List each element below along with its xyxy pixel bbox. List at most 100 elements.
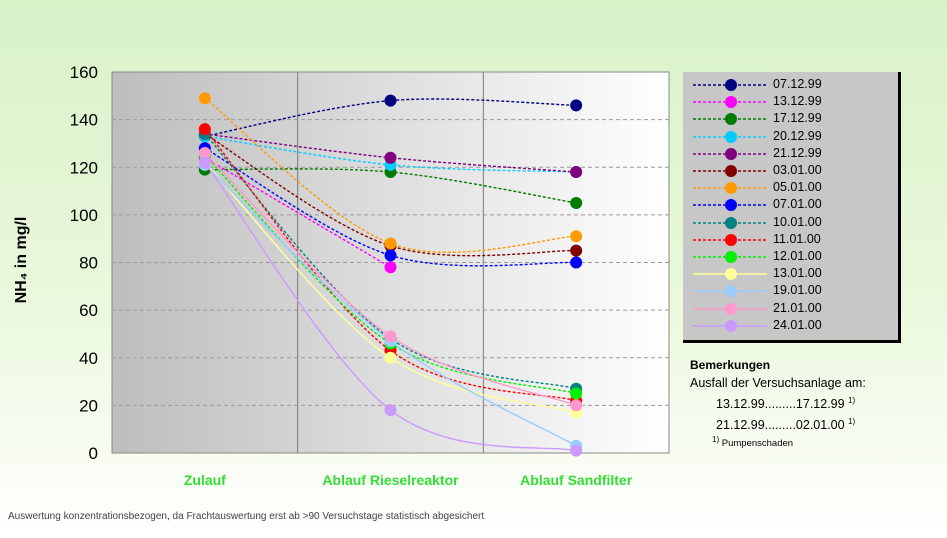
legend-label: 19.01.00: [773, 283, 822, 298]
footer-note: Auswertung konzentrationsbezogen, da Fra…: [8, 511, 485, 522]
series-line: [204, 98, 577, 137]
remarks-entry-2: 21.12.99.........02.01.00 1): [690, 417, 866, 432]
data-point: [570, 387, 583, 400]
remarks-entry-1: 13.12.99.........17.12.99 1): [690, 396, 866, 411]
legend-label: 13.01.00: [773, 266, 822, 281]
data-point: [570, 196, 583, 209]
legend-marker: [693, 285, 767, 298]
legend-label: 20.12.99: [773, 128, 822, 143]
y-tick-label: 40: [79, 349, 98, 368]
remarks-entry-1-text: 13.12.99.........17.12.99: [716, 397, 845, 412]
legend-item: 11.01.00: [691, 231, 897, 248]
legend-marker: [693, 147, 767, 160]
data-point: [198, 123, 211, 136]
series-24.01.00: [198, 156, 583, 457]
legend-label: 11.01.00: [773, 231, 821, 246]
y-tick-label: 140: [70, 111, 98, 130]
legend-item: 05.01.00: [691, 179, 897, 196]
legend-marker: [693, 79, 767, 91]
footnote-mark: 1): [712, 435, 720, 445]
legend-item: 07.12.99: [691, 76, 897, 93]
legend-item: 24.01.00: [691, 317, 897, 334]
y-tick-label: 20: [79, 396, 98, 415]
legend-item: 13.12.99: [691, 93, 897, 110]
data-point: [570, 230, 583, 243]
data-point: [570, 444, 583, 457]
remarks-line: Ausfall der Versuchsanlage am:: [690, 376, 866, 390]
legend-label: 05.01.00: [773, 180, 822, 195]
y-tick-label: 0: [89, 444, 98, 463]
legend-item: 07.01.00: [691, 196, 897, 213]
data-point: [384, 351, 397, 364]
legend-label: 03.01.00: [773, 163, 822, 177]
x-tick-label: Zulauf: [184, 472, 226, 488]
series-21.01.00: [198, 146, 583, 412]
data-point: [384, 261, 397, 274]
legend-marker: [693, 130, 767, 143]
legend-label: 13.12.99: [773, 94, 822, 109]
legend-marker: [693, 199, 767, 212]
series-line: [204, 128, 577, 402]
legend-label: 21.01.00: [773, 300, 822, 315]
legend-item: 21.01.00: [691, 300, 897, 317]
legend-marker: [693, 251, 767, 263]
y-axis-label: NH₄ in mg/l: [13, 216, 30, 304]
x-tick-label: Ablauf Sandfilter: [520, 472, 633, 488]
legend-marker: [693, 319, 767, 332]
data-point: [198, 146, 211, 159]
legend-marker: [693, 96, 767, 109]
legend-item: 10.01.00: [691, 214, 897, 231]
series-line: [204, 157, 391, 268]
series-05.01.00: [198, 92, 583, 254]
legend-item: 17.12.99: [691, 110, 897, 127]
data-point: [570, 99, 583, 112]
data-point: [384, 404, 397, 417]
data-point: [384, 151, 397, 164]
footnote-mark: 1): [848, 396, 856, 405]
legend: 07.12.99 13.12.99 17.12.99 20.12.99 21.12.99…: [683, 72, 901, 343]
legend-label: 10.01.00: [773, 214, 822, 229]
series-line: [204, 154, 577, 395]
remarks-title: Bemerkungen: [690, 358, 771, 372]
legend-marker: [693, 302, 767, 315]
legend-label: 07.12.99: [773, 77, 822, 91]
legend-item: 20.12.99: [691, 128, 897, 145]
y-tick-label: 60: [79, 301, 98, 320]
legend-marker: [693, 268, 767, 281]
remarks-footnote: 1) Pumpenschaden: [690, 435, 866, 449]
footnote-text: Pumpenschaden: [721, 438, 794, 450]
footnote-mark: 1): [848, 417, 856, 427]
y-tick-label: 100: [70, 206, 98, 225]
data-point: [384, 237, 397, 250]
y-tick-label: 160: [70, 63, 98, 82]
legend-label: 12.01.00: [773, 249, 822, 263]
data-point: [198, 92, 211, 105]
legend-label: 17.12.99: [773, 111, 822, 126]
data-point: [198, 156, 211, 169]
data-point: [384, 249, 397, 262]
legend-marker: [693, 182, 767, 195]
legend-label: 07.01.00: [773, 197, 822, 212]
legend-label: 24.01.00: [773, 317, 822, 332]
series-line: [204, 162, 577, 452]
x-tick-label: Ablauf Rieselreaktor: [322, 472, 459, 488]
y-tick-label: 120: [70, 158, 98, 177]
data-point: [570, 399, 583, 412]
remarks-box: Bemerkungen Ausfall der Versuchsanlage a…: [690, 358, 866, 449]
remarks-entry-2-text: 21.12.99.........02.01.00: [716, 418, 845, 433]
legend-label: 21.12.99: [773, 145, 822, 160]
legend-marker: [693, 165, 767, 177]
legend-item: 13.01.00: [691, 265, 897, 282]
legend-item: 21.12.99: [691, 145, 897, 162]
legend-item: 03.01.00: [691, 162, 897, 179]
series-line: [204, 147, 577, 267]
data-point: [570, 244, 583, 257]
data-point: [384, 94, 397, 107]
legend-marker: [693, 216, 767, 229]
legend-item: 12.01.00: [691, 248, 897, 265]
data-point: [384, 330, 397, 343]
legend-marker: [693, 233, 767, 246]
legend-marker: [693, 113, 767, 126]
data-point: [570, 256, 583, 269]
y-tick-label: 80: [79, 254, 98, 273]
